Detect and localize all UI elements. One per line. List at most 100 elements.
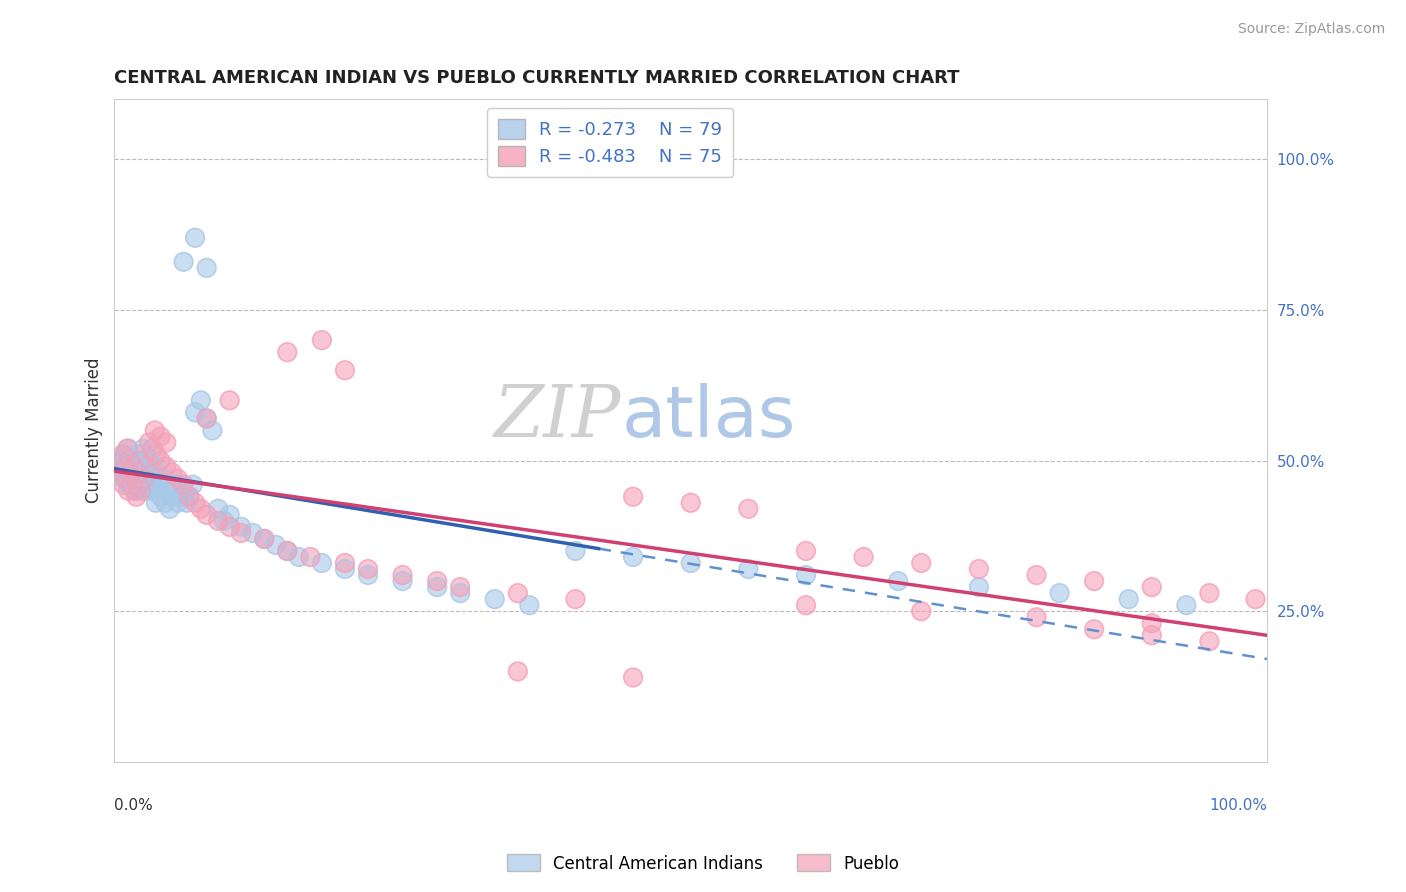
Point (212, 514, 235, 528)
Point (218, 520, 240, 534)
Point (166, 496, 188, 510)
Point (127, 459, 149, 474)
Point (253, 532, 276, 546)
Point (231, 520, 253, 534)
Point (276, 544, 298, 558)
Point (141, 472, 163, 486)
Point (391, 568, 413, 582)
Point (143, 483, 166, 498)
Point (139, 453, 162, 467)
Point (506, 586, 529, 600)
Point (1083, 622, 1105, 636)
Point (112, 472, 135, 486)
Point (127, 459, 149, 474)
Point (115, 453, 138, 467)
Point (173, 483, 195, 498)
Point (1140, 616, 1163, 631)
Point (794, 544, 817, 558)
Point (141, 477, 163, 491)
Point (121, 459, 143, 474)
Point (564, 544, 586, 558)
Point (484, 592, 506, 607)
Text: Source: ZipAtlas.com: Source: ZipAtlas.com (1237, 22, 1385, 37)
Point (121, 477, 143, 491)
Point (910, 556, 932, 570)
Point (165, 477, 187, 491)
Point (115, 466, 138, 480)
Point (253, 532, 276, 546)
Point (128, 453, 150, 467)
Point (276, 544, 298, 558)
Point (264, 538, 287, 552)
Point (333, 562, 356, 576)
Text: 0.0%: 0.0% (114, 798, 153, 814)
Point (737, 562, 759, 576)
Point (190, 393, 212, 408)
Point (117, 483, 139, 498)
Point (426, 574, 449, 588)
Point (176, 496, 198, 510)
Point (145, 448, 167, 462)
Point (621, 549, 644, 564)
Point (110, 466, 132, 480)
Point (679, 556, 702, 570)
Point (135, 453, 157, 467)
Point (173, 477, 195, 491)
Point (794, 544, 817, 558)
Point (129, 477, 152, 491)
Point (166, 472, 188, 486)
Point (118, 477, 141, 491)
Point (135, 453, 157, 467)
Point (564, 592, 586, 607)
Point (852, 549, 875, 564)
Point (132, 472, 155, 486)
Point (121, 477, 143, 491)
Point (184, 231, 207, 245)
Point (160, 466, 183, 480)
Point (112, 472, 135, 486)
Point (391, 574, 413, 588)
Point (115, 453, 138, 467)
Point (128, 477, 150, 491)
Text: CENTRAL AMERICAN INDIAN VS PUEBLO CURRENTLY MARRIED CORRELATION CHART: CENTRAL AMERICAN INDIAN VS PUEBLO CURREN… (114, 69, 960, 87)
Point (114, 448, 136, 462)
Point (122, 466, 145, 480)
Point (111, 448, 134, 462)
Point (111, 448, 134, 462)
Point (115, 442, 138, 456)
Point (115, 472, 138, 486)
Point (132, 472, 155, 486)
Point (1198, 634, 1220, 648)
Point (679, 496, 702, 510)
Point (115, 466, 138, 480)
Point (121, 453, 143, 467)
Point (852, 549, 875, 564)
Point (517, 598, 540, 612)
Point (737, 501, 759, 516)
Point (276, 345, 298, 359)
Point (110, 466, 132, 480)
Point (357, 562, 380, 576)
Point (108, 453, 131, 467)
Y-axis label: Currently Married: Currently Married (86, 358, 103, 503)
Point (1244, 592, 1267, 607)
Point (125, 490, 148, 504)
Point (112, 477, 135, 491)
Point (1083, 622, 1105, 636)
Point (132, 442, 155, 456)
Point (170, 490, 193, 504)
Point (621, 490, 644, 504)
Point (276, 345, 298, 359)
Point (149, 453, 172, 467)
Point (142, 459, 165, 474)
Point (135, 459, 157, 474)
Point (184, 405, 207, 419)
Point (621, 490, 644, 504)
Point (679, 496, 702, 510)
Point (141, 442, 163, 456)
Point (506, 665, 529, 679)
Point (131, 466, 153, 480)
Point (449, 586, 471, 600)
Point (181, 477, 204, 491)
Text: atlas: atlas (621, 383, 796, 451)
